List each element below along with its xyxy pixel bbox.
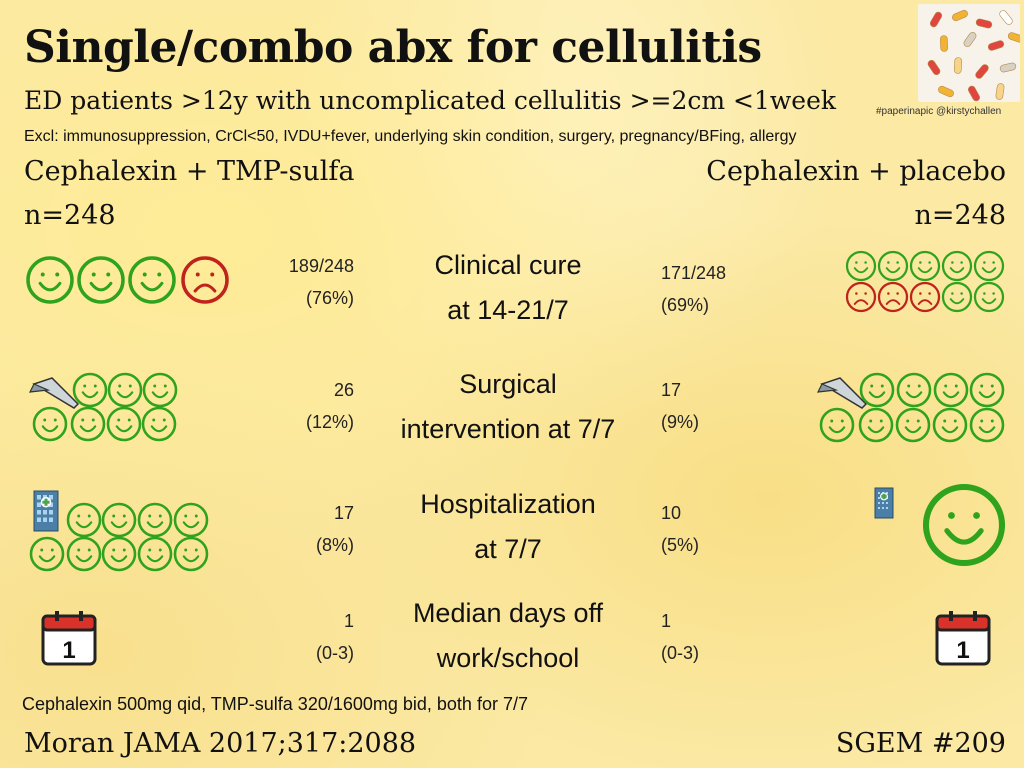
pill-shape xyxy=(929,11,943,28)
smiley-face-icon xyxy=(941,250,973,282)
pill-shape xyxy=(963,32,977,47)
smiley-face-icon xyxy=(66,536,102,572)
sad-face-icon xyxy=(877,281,909,313)
right-stat-hospitalization: 10 (5%) xyxy=(661,503,700,555)
pill-shape xyxy=(999,10,1013,25)
outcome-label-days-off: Median days off work/school xyxy=(412,598,604,673)
smiley-face-icon xyxy=(819,407,855,443)
pill-shape xyxy=(938,85,954,98)
smiley-face-icon xyxy=(973,250,1005,282)
pills-image xyxy=(918,4,1020,102)
smiley-face-icon xyxy=(973,281,1005,313)
smiley-face-icon xyxy=(26,256,74,304)
smiley-face-icon xyxy=(101,502,137,538)
right-stat-clinical-cure: 171/248 (69%) xyxy=(661,263,727,315)
smiley-face-icon xyxy=(128,256,176,304)
subtitle: ED patients >12y with uncomplicated cell… xyxy=(24,86,837,115)
pill-shape xyxy=(940,35,948,52)
smiley-face-icon xyxy=(896,372,932,408)
smiley-face-icon xyxy=(70,406,106,442)
smiley-face-icon xyxy=(77,256,125,304)
hospital-icon xyxy=(33,490,59,532)
smiley-face-icon xyxy=(106,406,142,442)
smiley-face-icon xyxy=(66,502,102,538)
smiley-face-icon xyxy=(32,406,68,442)
smiley-face-icon xyxy=(137,502,173,538)
smiley-face-icon xyxy=(932,407,968,443)
pill-shape xyxy=(975,18,993,29)
pill-shape xyxy=(987,40,1005,51)
pill-shape xyxy=(975,64,989,79)
pill-shape xyxy=(952,9,968,22)
left-stat-days-off: 1 (0-3) xyxy=(315,611,354,663)
smiley-face-icon xyxy=(909,250,941,282)
hospital-icon xyxy=(874,487,894,519)
calendar-icon: 1 xyxy=(41,611,97,666)
sad-face-icon xyxy=(909,281,941,313)
pill-shape xyxy=(927,59,941,76)
right-stat-surgical: 17 (9%) xyxy=(661,380,700,432)
smiley-face-icon xyxy=(29,536,65,572)
smiley-face-icon xyxy=(858,407,894,443)
right-arm-n: n=248 xyxy=(914,200,1006,231)
smiley-face-icon xyxy=(933,372,969,408)
exclusion-criteria: Excl: immunosuppression, CrCl<50, IVDU+f… xyxy=(24,128,797,145)
left-arm-name: Cephalexin + TMP-sulfa xyxy=(24,156,355,187)
smiley-face-icon xyxy=(173,502,209,538)
right-stat-days-off: 1 (0-3) xyxy=(661,611,700,663)
right-arm-name: Cephalexin + placebo xyxy=(706,156,1006,187)
scalpel-icon xyxy=(816,377,868,409)
left-stat-clinical-cure: 189/248 (76%) xyxy=(288,256,354,308)
smiley-face-icon xyxy=(142,372,178,408)
outcome-label-clinical-cure: Clinical cure at 14-21/7 xyxy=(434,250,582,325)
smiley-face-icon xyxy=(969,372,1005,408)
outcome-label-hospitalization: Hospitalization at 7/7 xyxy=(420,489,596,564)
smiley-face-icon xyxy=(941,281,973,313)
smiley-face-icon xyxy=(859,372,895,408)
calendar-number: 1 xyxy=(956,637,969,664)
scalpel-icon xyxy=(28,377,80,409)
page-title: Single/combo abx for cellulitis xyxy=(24,22,762,73)
smiley-face-icon xyxy=(845,250,877,282)
pill-shape xyxy=(953,57,963,74)
pill-shape xyxy=(968,85,980,102)
smiley-face-icon xyxy=(107,372,143,408)
smiley-face-icon xyxy=(895,407,931,443)
sad-face-icon xyxy=(845,281,877,313)
smiley-face-icon xyxy=(969,407,1005,443)
left-stat-surgical: 26 (12%) xyxy=(305,380,354,432)
smiley-face-icon xyxy=(877,250,909,282)
outcome-label-surgical: Surgical intervention at 7/7 xyxy=(400,369,616,444)
sgem-episode: SGEM #209 xyxy=(835,728,1006,759)
pill-shape xyxy=(999,62,1017,73)
left-stat-hospitalization: 17 (8%) xyxy=(315,503,354,555)
calendar-number: 1 xyxy=(62,637,75,664)
pills-icon xyxy=(927,9,1020,102)
calendar-icon: 1 xyxy=(935,611,991,666)
hashtag-credit: #paperinapic @kirstychallen xyxy=(876,106,1002,117)
reference: Moran JAMA 2017;317:2088 xyxy=(24,728,417,759)
smiley-face-icon xyxy=(173,536,209,572)
smiley-face-icon xyxy=(141,406,177,442)
smiley-face-icon xyxy=(922,483,1006,567)
sad-face-icon xyxy=(181,256,229,304)
dosing-note: Cephalexin 500mg qid, TMP-sulfa 320/1600… xyxy=(22,694,528,714)
smiley-face-icon xyxy=(137,536,173,572)
pill-shape xyxy=(995,83,1005,100)
pill-shape xyxy=(1007,32,1020,43)
smiley-face-icon xyxy=(101,536,137,572)
left-arm-n: n=248 xyxy=(24,200,116,231)
smiley-face-icon xyxy=(72,372,108,408)
